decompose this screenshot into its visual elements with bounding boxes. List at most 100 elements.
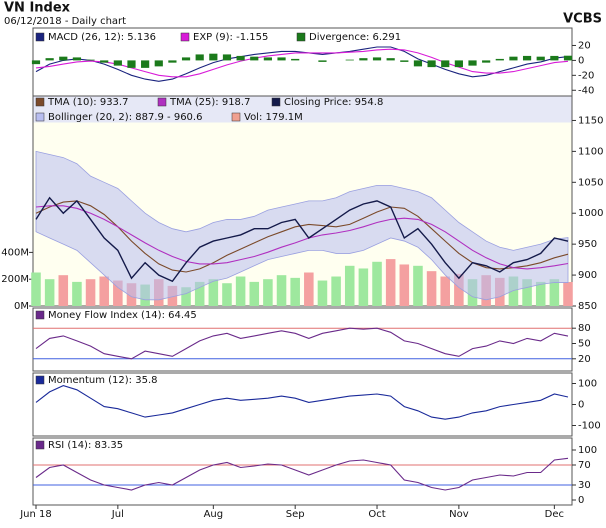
legend-swatch	[231, 112, 241, 122]
volume-bar	[440, 276, 451, 306]
series-line	[35, 385, 569, 420]
legend-swatch	[35, 97, 45, 107]
divergence-bar	[468, 60, 477, 66]
divergence-bar	[563, 55, 573, 61]
divergence-bar	[536, 56, 545, 61]
volume-bar	[508, 276, 519, 306]
legend-swatch	[271, 97, 281, 107]
series-line	[35, 205, 569, 270]
y2-tick-label: 0M	[14, 301, 29, 312]
legend-background	[33, 96, 572, 123]
legend-label: RSI (14): 83.35	[48, 440, 123, 451]
divergence-bar	[441, 60, 450, 68]
divergence-bar	[154, 60, 163, 67]
divergence-bar	[495, 58, 504, 61]
divergence-bar	[45, 58, 54, 61]
legend-label: Vol: 179.1M	[244, 112, 303, 123]
legend-swatch	[35, 112, 45, 122]
y-tick-label: 20	[578, 40, 591, 51]
divergence-bar	[400, 60, 409, 62]
divergence-bar	[100, 60, 109, 63]
volume-bar	[563, 282, 573, 306]
volume-bar	[344, 265, 355, 306]
divergence-bar	[454, 60, 463, 68]
series-line	[35, 196, 569, 283]
y2-tick-label: 400M	[1, 247, 29, 258]
legend-label: Momentum (12): 35.8	[48, 375, 158, 386]
volume-bar	[72, 281, 82, 306]
volume-bar	[276, 275, 287, 306]
divergence-bar	[372, 57, 382, 61]
divergence-bar	[250, 56, 259, 61]
series-line	[35, 327, 569, 360]
volume-bar	[535, 281, 546, 306]
divergence-bar	[222, 54, 232, 61]
volume-bar	[208, 279, 219, 306]
divergence-bar	[413, 60, 423, 67]
divergence-bar	[291, 58, 300, 61]
y-tick-label: 100	[578, 445, 597, 456]
divergence-bar	[59, 56, 68, 61]
divergence-bar	[141, 60, 150, 68]
divergence-bar	[345, 59, 354, 61]
divergence-bar	[195, 54, 204, 61]
volume-bar	[426, 271, 437, 306]
volume-bar	[222, 283, 232, 306]
y-tick-label: 80	[578, 323, 591, 334]
y2-tick-label: 200M	[1, 274, 29, 285]
divergence-bar	[113, 60, 122, 66]
y-tick-label: 850	[578, 301, 597, 312]
y-tick-label: 70	[578, 460, 591, 471]
volume-bar	[58, 275, 69, 306]
brand: VCBS	[563, 12, 602, 27]
divergence-bar	[127, 60, 136, 68]
chart-title: VN Index	[4, 1, 71, 16]
legend-label: Closing Price: 954.8	[284, 97, 383, 108]
divergence-bar	[318, 60, 327, 62]
legend-label: TMA (25): 918.7	[169, 97, 250, 108]
volume-bar	[399, 264, 410, 306]
legend-swatch	[35, 310, 45, 320]
volume-bar	[522, 279, 532, 306]
y-tick-label: 1050	[578, 177, 603, 188]
legend-label: Money Flow Index (14): 64.45	[48, 310, 197, 321]
volume-bar	[85, 279, 96, 306]
volume-bar	[31, 272, 41, 306]
x-tick-label: Jul	[111, 509, 124, 520]
divergence-bar	[86, 59, 95, 61]
volume-bar	[331, 276, 341, 306]
divergence-bar	[359, 58, 368, 61]
volume-bar	[44, 279, 55, 306]
divergence-bar	[263, 57, 272, 61]
series-line	[35, 48, 569, 78]
panel-background	[32, 372, 573, 437]
panel-background	[32, 437, 573, 506]
divergence-bar	[181, 57, 191, 61]
volume-bar	[317, 280, 328, 306]
legend-swatch	[296, 32, 306, 42]
divergence-bar	[550, 55, 559, 61]
chart-subtitle: 06/12/2018 - Daily chart	[4, 16, 126, 27]
volume-bar	[304, 272, 314, 306]
divergence-bar	[168, 60, 177, 63]
volume-bar	[413, 265, 423, 306]
legend-label: TMA (10): 933.7	[47, 97, 128, 108]
divergence-bar	[277, 57, 286, 61]
volume-bar	[249, 281, 260, 306]
legend-label: EXP (9): -1.155	[193, 32, 268, 43]
panel-background	[32, 307, 573, 372]
volume-bar	[385, 259, 396, 306]
divergence-bar	[31, 60, 41, 65]
volume-bar	[99, 276, 109, 306]
series-line	[35, 457, 569, 491]
divergence-bar	[509, 56, 518, 61]
y-tick-label: 950	[578, 239, 597, 250]
y-tick-label: 30	[578, 480, 591, 491]
x-tick-label: Dec	[545, 509, 564, 520]
series-line	[35, 200, 569, 273]
x-tick-label: Nov	[449, 509, 469, 520]
y-tick-label: -100	[578, 421, 601, 432]
y-tick-label: 100	[578, 379, 597, 390]
y-tick-label: 1000	[578, 208, 603, 219]
y-tick-label: -20	[578, 70, 594, 81]
